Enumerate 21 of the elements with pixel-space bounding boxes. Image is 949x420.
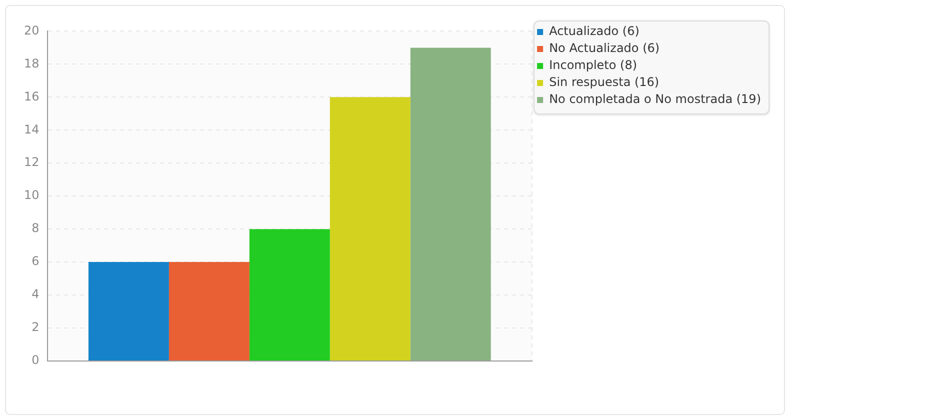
y-tick-label: 12 [24,155,40,170]
y-tick-label: 2 [32,320,40,334]
y-tick-label: 6 [32,254,40,268]
y-tick-label: 18 [24,56,40,70]
legend-label: No completada o No mostrada (19) [549,92,761,106]
y-tick-label: 0 [32,353,40,368]
bar [410,48,491,360]
legend-label: Incompleto (8) [549,58,638,72]
y-tick-label: 4 [32,287,40,302]
y-tick-label: 20 [24,23,40,38]
y-tick-label: 10 [24,188,40,202]
y-tick-label: 16 [24,89,40,104]
y-tick-label: 14 [24,122,40,136]
bar [88,262,169,360]
y-tick-label: 8 [32,221,40,236]
bar [330,97,410,360]
bar [168,262,250,360]
legend-label: No Actualizado (6) [549,41,660,56]
legend-label: Actualizado (6) [549,24,640,38]
legend-label: Sin respuesta (16) [549,75,660,90]
bar [249,229,330,360]
